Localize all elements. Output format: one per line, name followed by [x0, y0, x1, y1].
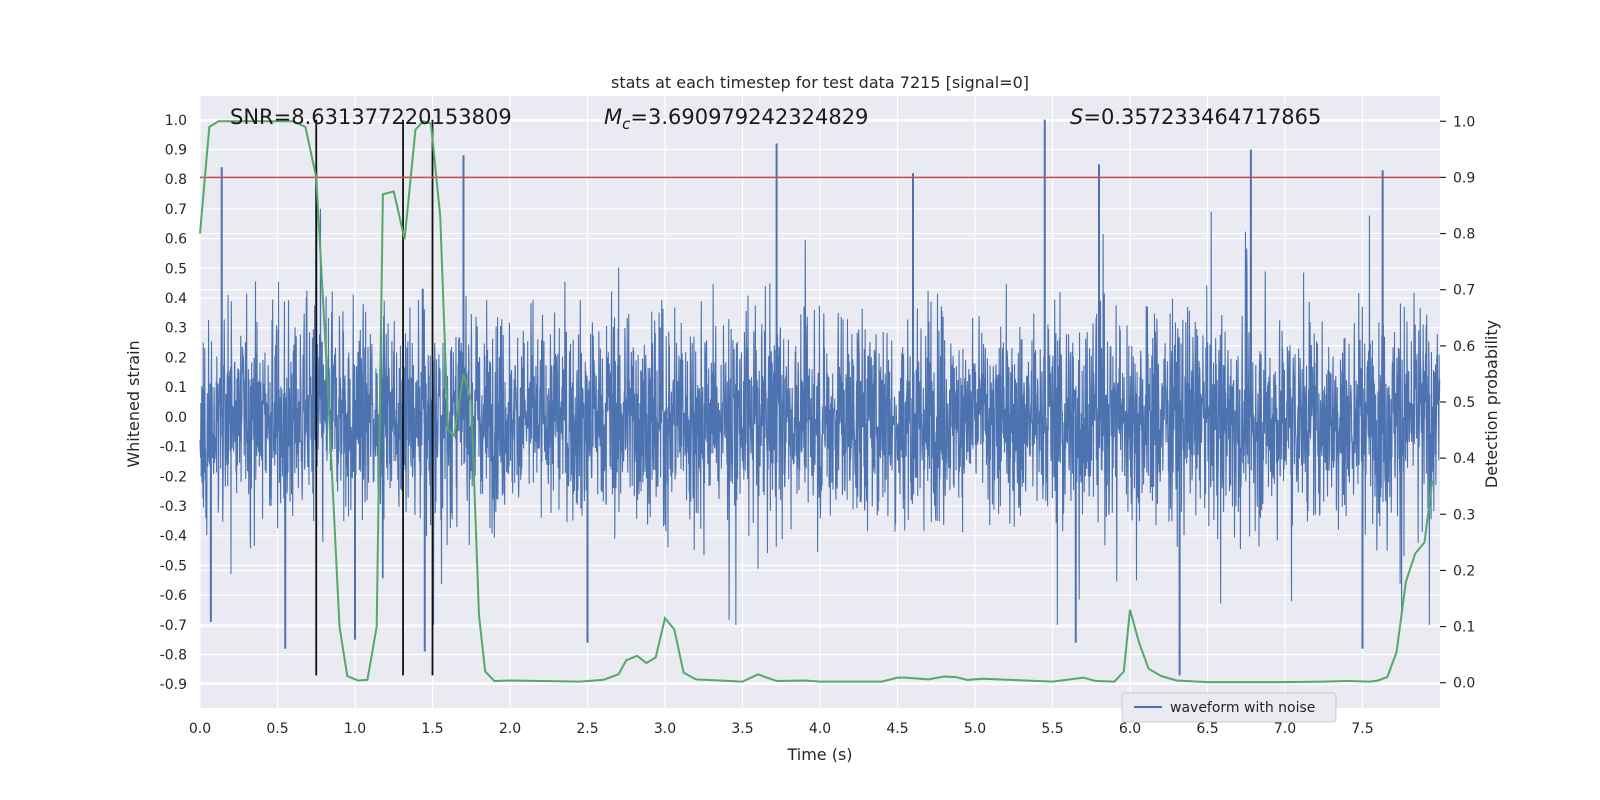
y2-tick-label: 0.7	[1453, 283, 1475, 299]
s-symbol: S	[1070, 105, 1083, 129]
x-tick-label: 0.0	[189, 721, 211, 737]
mc-value: =3.690979242324829	[630, 105, 868, 129]
y-tick-label: 0.9	[165, 142, 187, 158]
legend-entry: waveform with noise	[1170, 700, 1315, 716]
mc-subscript: c	[622, 115, 631, 133]
waveform-layer	[199, 119, 1441, 676]
s-value: =0.357233464717865	[1083, 105, 1321, 129]
y-tick-label: -0.6	[160, 588, 187, 604]
x-tick-label: 4.5	[886, 721, 908, 737]
y-tick-label: -0.7	[160, 618, 187, 634]
x-tick-label: 3.0	[654, 721, 676, 737]
y2-tick-label: 0.5	[1453, 395, 1475, 411]
x-tick-label: 5.5	[1041, 721, 1063, 737]
x-tick-label: 4.0	[809, 721, 831, 737]
x-tick-label: 2.0	[499, 721, 521, 737]
x-tick-label: 0.5	[266, 721, 288, 737]
x-tick-label: 7.5	[1351, 721, 1373, 737]
mc-symbol: M	[604, 105, 622, 129]
y-tick-label: -0.2	[160, 469, 187, 485]
y-tick-label: 0.0	[165, 410, 187, 426]
legend-box	[1121, 692, 1337, 723]
y-tick-label: -0.5	[160, 558, 187, 574]
x-axis-label: Time (s)	[786, 745, 852, 764]
y-tick-label: 1.0	[165, 113, 187, 129]
x-tick-label: 3.5	[731, 721, 753, 737]
y2-axis-label: Detection probability	[1482, 320, 1501, 488]
y2-tick-label: 0.0	[1453, 676, 1475, 692]
snr-annotation: SNR=8.631377220153809	[230, 105, 512, 129]
chart-title: stats at each timestep for test data 721…	[611, 73, 1029, 92]
x-tick-label: 2.5	[576, 721, 598, 737]
chirp-mass-annotation: Mc=3.690979242324829	[604, 105, 868, 133]
y-tick-label: 0.7	[165, 202, 187, 218]
y-tick-label: 0.6	[165, 232, 187, 248]
vertical-marker-lines	[315, 119, 434, 676]
y-tick-label: -0.4	[160, 529, 187, 545]
probability-series	[199, 120, 1434, 684]
y2-tick-label: 0.3	[1453, 507, 1475, 523]
y-tick-label: -0.3	[160, 499, 187, 515]
x-tick-label: 1.0	[344, 721, 366, 737]
y-tick-label: 0.1	[165, 380, 187, 396]
y2-tick-label: 0.1	[1453, 620, 1475, 636]
x-tick-label: 1.5	[421, 721, 443, 737]
y-tick-label: 0.8	[165, 172, 187, 188]
y2-tick-label: 0.4	[1453, 451, 1475, 467]
y-tick-label: 0.3	[165, 321, 187, 337]
y-axis-label: Whitened strain	[124, 340, 143, 467]
y2-tick-label: 0.2	[1453, 563, 1475, 579]
y-tick-label: -0.8	[160, 648, 187, 664]
y-tick-label: -0.1	[160, 440, 187, 456]
y2-tick-label: 0.9	[1453, 170, 1475, 186]
x-tick-label: 7.0	[1274, 721, 1296, 737]
y2-tick-label: 1.0	[1453, 114, 1475, 130]
x-tick-label: 6.0	[1119, 721, 1141, 737]
y-tick-label: -0.9	[160, 677, 187, 693]
x-tick-label: 6.5	[1196, 721, 1218, 737]
s-annotation: S=0.357233464717865	[1070, 105, 1321, 129]
y2-tick-label: 0.6	[1453, 339, 1475, 355]
legend: waveform with noise	[1121, 692, 1337, 723]
waveform-series	[199, 119, 1441, 676]
y-tick-label: 0.4	[165, 291, 187, 307]
y-tick-labels: 1.0 0.9 0.8 0.7 0.6 0.5 0.4 0.3 0.2 0.1 0.0 -0.1 -0.…	[160, 113, 187, 693]
y2-tick-label: 0.8	[1453, 227, 1475, 243]
x-tick-labels: 0.0 0.5 1.0 1.5 2.0 2.5 3.0 3.5 4.0 4.5 5.0 5.5 6.0 6…	[189, 721, 1374, 737]
y-tick-label: 0.5	[165, 261, 187, 277]
y-tick-label: 0.2	[165, 350, 187, 366]
x-tick-label: 5.0	[964, 721, 986, 737]
y2-tick-labels: 1.0 0.9 0.8 0.7 0.6 0.5 0.4 0.3 0.2 0.1 0.0	[1440, 114, 1475, 692]
probability-layer	[199, 120, 1440, 684]
